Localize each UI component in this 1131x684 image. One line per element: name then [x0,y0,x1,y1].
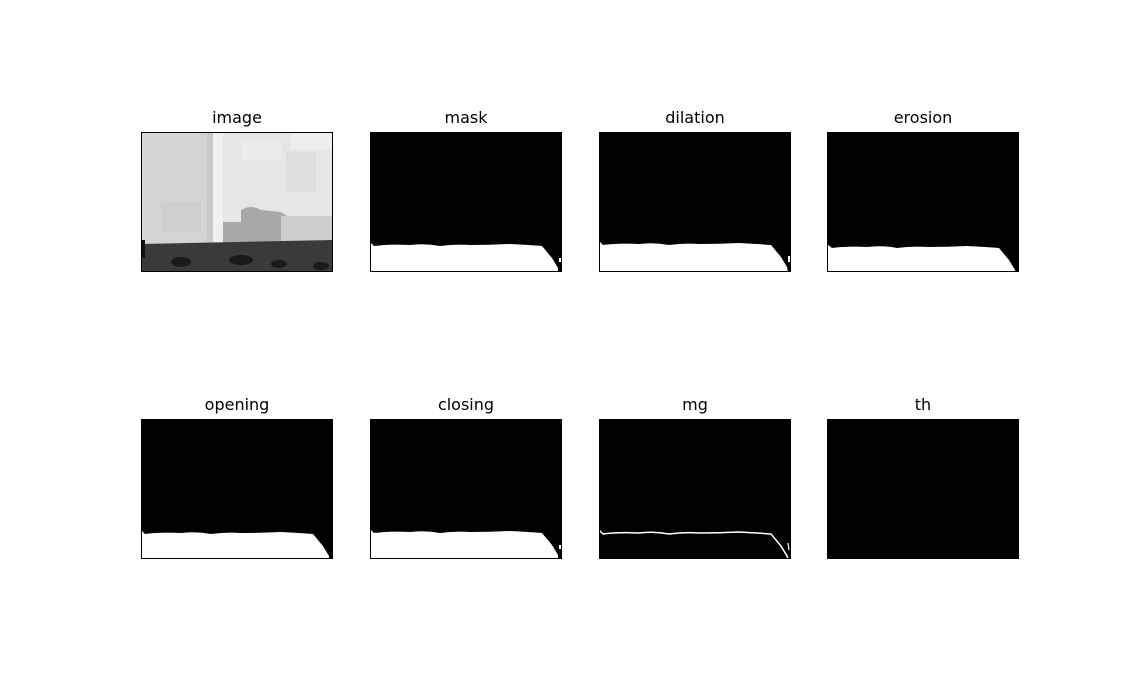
panel-title: mask [444,108,488,127]
panel-title: closing [437,395,495,414]
th-view [827,419,1019,559]
panel-title: mg [682,395,708,414]
opening-view [141,419,333,559]
panel-title: opening [204,395,270,414]
panel-title: image [212,108,262,127]
panel-title: th [914,395,932,414]
erosion-view [827,132,1019,272]
closing-view [370,419,562,559]
mg-view [599,419,791,559]
panel-title: erosion [893,108,953,127]
dilation-view [599,132,791,272]
panel-title: dilation [665,108,725,127]
image-view [141,132,333,272]
mask-view [370,132,562,272]
